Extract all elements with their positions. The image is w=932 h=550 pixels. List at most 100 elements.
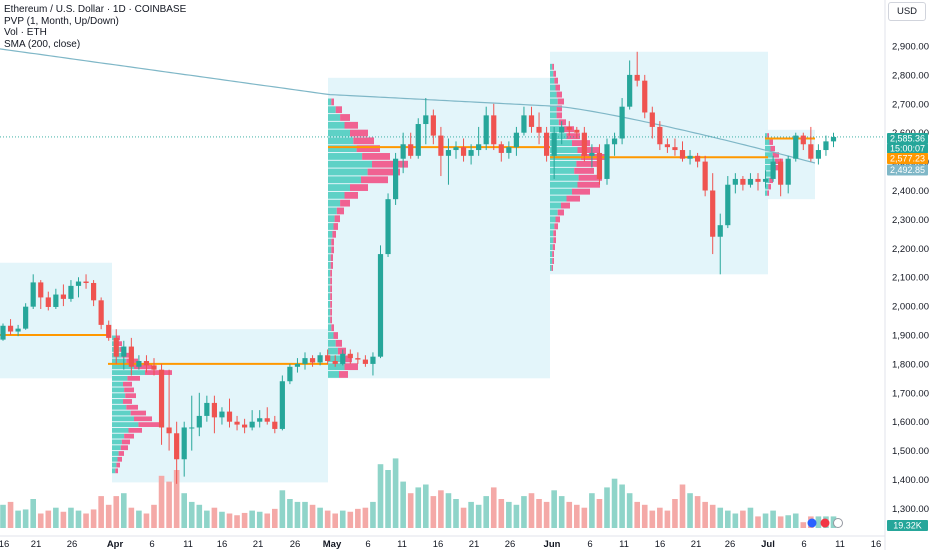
volume-bar (90, 509, 97, 528)
apr-profile-up (112, 410, 131, 416)
may-profile-down (331, 246, 334, 254)
volume-bar (483, 496, 489, 528)
undefined-down (557, 209, 564, 216)
volume-bar (747, 507, 754, 528)
apr-profile-down (134, 364, 152, 370)
may-profile-up (328, 246, 332, 254)
apr-profile-up (112, 427, 129, 433)
candle-body (23, 306, 29, 329)
candle-body (460, 147, 467, 156)
volume-bar (83, 513, 89, 528)
apr-profile-down (138, 422, 160, 427)
volume-bar (475, 504, 482, 528)
may-profile-down (353, 137, 374, 145)
may-profile-down (350, 129, 368, 137)
apr-profile-up (112, 399, 123, 404)
volume-bar (128, 507, 135, 528)
volume-bar (762, 513, 769, 528)
apr-profile-down (123, 381, 132, 387)
candle-body (211, 402, 217, 418)
volume-bar (226, 513, 233, 528)
profile-box (112, 329, 328, 483)
candle-body (15, 328, 21, 332)
apr-profile-up (112, 387, 125, 393)
jul-profile-down (772, 152, 779, 158)
undefined-down (553, 230, 556, 237)
undefined-down (578, 174, 602, 181)
apr-profile-down (117, 341, 122, 347)
sma-value-tag-text: 2,492.85 (890, 165, 925, 175)
candle-body (279, 381, 285, 429)
volume-bar (649, 510, 656, 528)
volume-bar (679, 484, 686, 528)
candle-body (725, 184, 731, 226)
volume-bar (362, 507, 369, 528)
volume-bar (68, 507, 74, 528)
may-profile-down (330, 308, 332, 316)
undefined-up (550, 160, 577, 167)
undefined-up (550, 230, 554, 237)
candle-body (498, 144, 504, 153)
may-profile-down (333, 223, 338, 230)
volume-bar (377, 464, 384, 528)
volume-bar (755, 516, 761, 528)
candle-body (506, 147, 512, 153)
may-profile-up (328, 293, 331, 300)
may-profile-down (331, 98, 334, 106)
volume-bar (196, 504, 203, 528)
candle-body (619, 106, 625, 139)
symbol-title[interactable]: Ethereum / U.S. Dollar · 1D · COINBASE (4, 4, 187, 15)
may-profile-down (330, 262, 333, 269)
volume-bar (30, 499, 36, 528)
event-icon (833, 518, 843, 528)
candle-body (687, 155, 693, 159)
time-axis-tick: Jun (544, 539, 561, 550)
candle-body (581, 132, 587, 156)
time-axis-tick: 11 (619, 539, 629, 550)
candle-body (491, 115, 497, 145)
candle-body (778, 161, 784, 185)
candle-body (151, 365, 157, 370)
volume-bar (324, 510, 331, 528)
volume-indicator-label[interactable]: Vol · ETH (4, 27, 47, 38)
may-profile-up (328, 184, 350, 191)
pvp-indicator-label[interactable]: PVP (1, Month, Up/Down) (4, 15, 119, 27)
chart-legend: Ethereum / U.S. Dollar · 1D · COINBASE P… (4, 4, 186, 50)
undefined-up (550, 264, 552, 271)
candle-body (174, 433, 180, 460)
volume-bar (619, 484, 625, 528)
may-profile-up (328, 137, 354, 145)
candle-body (166, 427, 172, 434)
undefined-down (566, 133, 580, 140)
jul-profile-up (765, 184, 769, 190)
volume-bar (287, 499, 293, 528)
volume-bar (740, 510, 746, 528)
profile-box (0, 262, 112, 379)
undefined-down (552, 258, 554, 264)
price-axis-tick: 1,800.00 (892, 359, 929, 370)
candle-body (106, 324, 112, 338)
may-profile-up (328, 300, 331, 308)
candle-body (415, 124, 421, 156)
price-axis-tick: 1,300.00 (892, 504, 929, 515)
currency-button[interactable]: USD (888, 2, 926, 21)
undefined-up (550, 70, 554, 77)
candle-body (574, 129, 580, 133)
volume-bar (664, 510, 671, 528)
apr-profile-down (130, 410, 146, 416)
countdown-tag-text: 15:00:07 (890, 144, 925, 154)
apr-profile-up (112, 451, 119, 456)
undefined-up (550, 181, 578, 188)
candle-body (800, 135, 806, 145)
sma-indicator-label[interactable]: SMA (200, close) (4, 38, 81, 50)
candle-body (7, 325, 14, 332)
candle-body (294, 363, 301, 367)
volume-bar (37, 513, 44, 528)
jul-profile-down (774, 158, 783, 164)
candle-body (679, 150, 686, 159)
volume-bar (53, 507, 59, 528)
volume-bar (528, 493, 535, 528)
time-axis-tick: 21 (31, 539, 42, 550)
candle-body (445, 150, 452, 156)
